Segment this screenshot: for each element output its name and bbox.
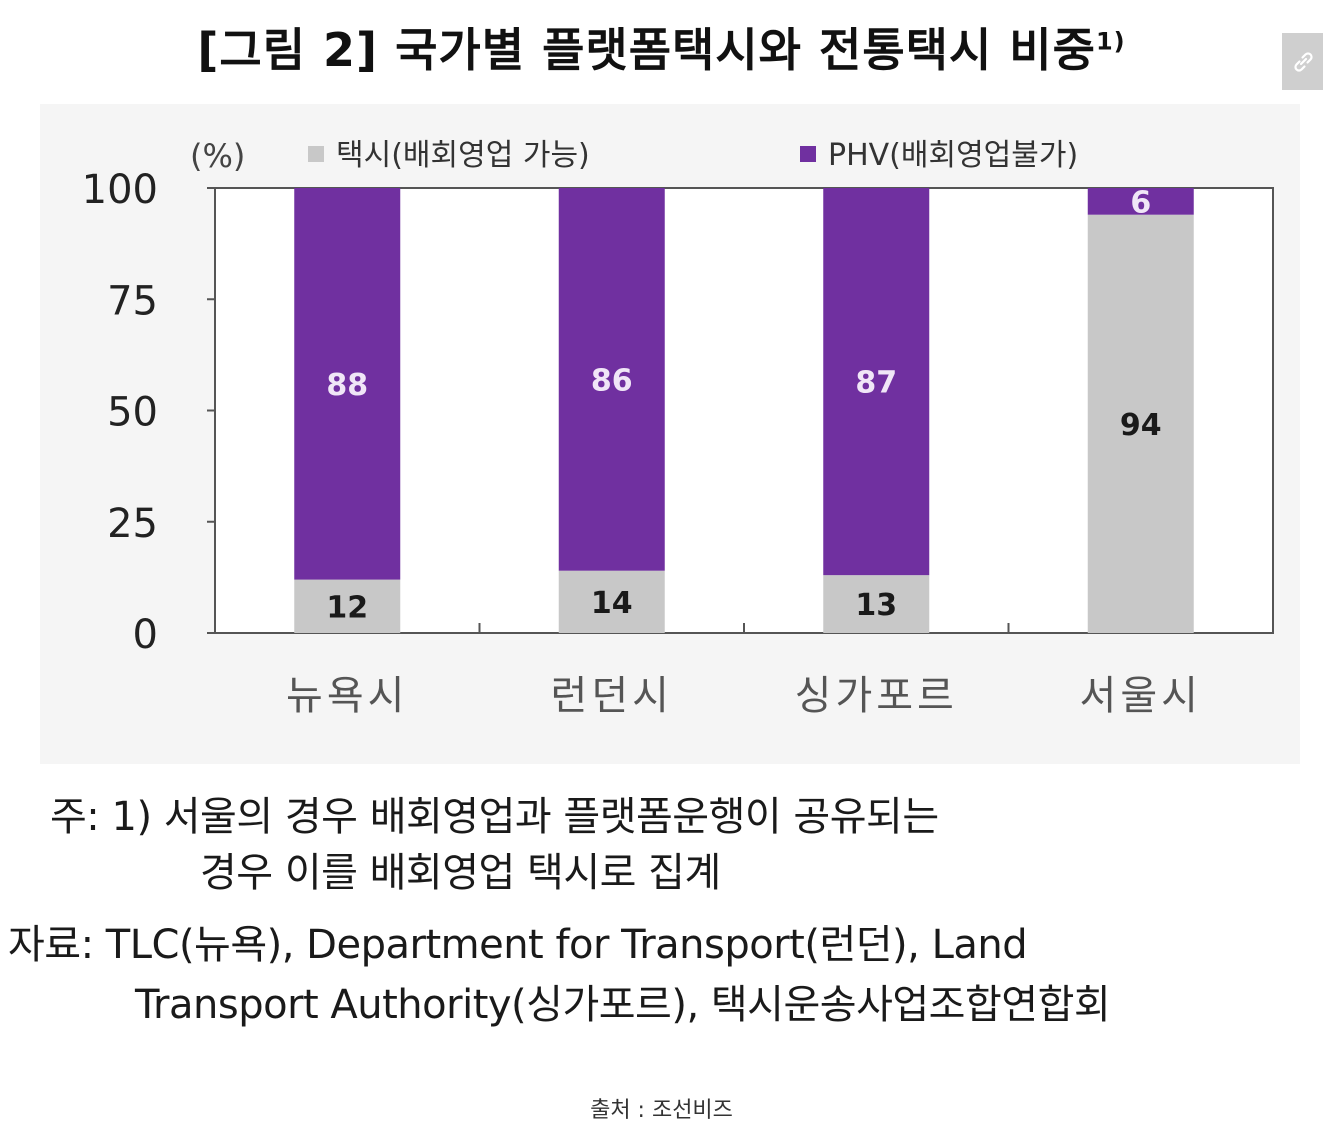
data-label: 86 bbox=[591, 363, 633, 398]
figure-title: [그림 2] 국가별 플랫폼택시와 전통택시 비중1) bbox=[0, 14, 1323, 80]
y-tick-label: 0 bbox=[133, 612, 158, 658]
bar-segment bbox=[1087, 214, 1194, 633]
note-line-2: 경우 이를 배회영업 택시로 집계 bbox=[200, 850, 721, 896]
legend-label: PHV(배회영업불가) bbox=[828, 138, 1078, 173]
y-tick-label: 50 bbox=[107, 390, 158, 436]
source-line-1: 자료: TLC(뉴욕), Department for Transport(런던… bbox=[8, 922, 1028, 968]
y-tick-label: 75 bbox=[107, 278, 158, 324]
link-button[interactable] bbox=[1282, 33, 1323, 90]
bar-segment bbox=[294, 579, 401, 633]
x-category-label: 런던시 bbox=[551, 673, 673, 719]
legend-label: 택시(배회영업 가능) bbox=[336, 138, 590, 173]
x-category-label: 싱가포르 bbox=[795, 673, 958, 719]
legend-swatch bbox=[308, 146, 324, 162]
y-unit-label: (%) bbox=[190, 137, 245, 175]
note-line-1: 주: 1) 서울의 경우 배회영업과 플랫폼운행이 공유되는 bbox=[50, 794, 939, 840]
y-tick-label: 100 bbox=[82, 167, 158, 213]
data-label: 88 bbox=[326, 368, 368, 403]
y-tick-label: 25 bbox=[107, 501, 158, 547]
stacked-bar-chart: 0 25 50 75 100 (%) 택시(배회영업 가능) PHV(배회영업불가) 12 88 뉴… bbox=[82, 137, 1274, 719]
figure-title-footnote-mark: 1) bbox=[1095, 27, 1126, 56]
legend-swatch bbox=[800, 146, 816, 162]
bar-segment bbox=[558, 570, 665, 633]
link-icon bbox=[1293, 51, 1313, 72]
image-caption: 출처 : 조선비즈 bbox=[590, 1098, 733, 1123]
data-label: 94 bbox=[1120, 408, 1162, 443]
source-line-2: Transport Authority(싱가포르), 택시운송사업조합연합회 bbox=[135, 982, 1111, 1028]
data-label: 14 bbox=[591, 586, 633, 621]
data-label: 6 bbox=[1130, 185, 1151, 220]
bar-segment bbox=[558, 188, 665, 571]
x-category-label: 뉴욕시 bbox=[286, 673, 408, 719]
data-label: 13 bbox=[855, 588, 897, 623]
data-label: 87 bbox=[855, 366, 897, 401]
data-label: 12 bbox=[326, 590, 368, 625]
bar-segment bbox=[823, 575, 930, 633]
figure-title-text: [그림 2] 국가별 플랫폼택시와 전통택시 비중 bbox=[197, 23, 1096, 77]
chart-panel: 0 25 50 75 100 (%) 택시(배회영업 가능) PHV(배회영업불가) 12 88 뉴… bbox=[40, 104, 1300, 764]
bar-segment bbox=[294, 188, 401, 580]
bar-segment bbox=[1087, 188, 1194, 215]
x-category-label: 서울시 bbox=[1080, 673, 1202, 719]
bar-segment bbox=[823, 188, 930, 576]
